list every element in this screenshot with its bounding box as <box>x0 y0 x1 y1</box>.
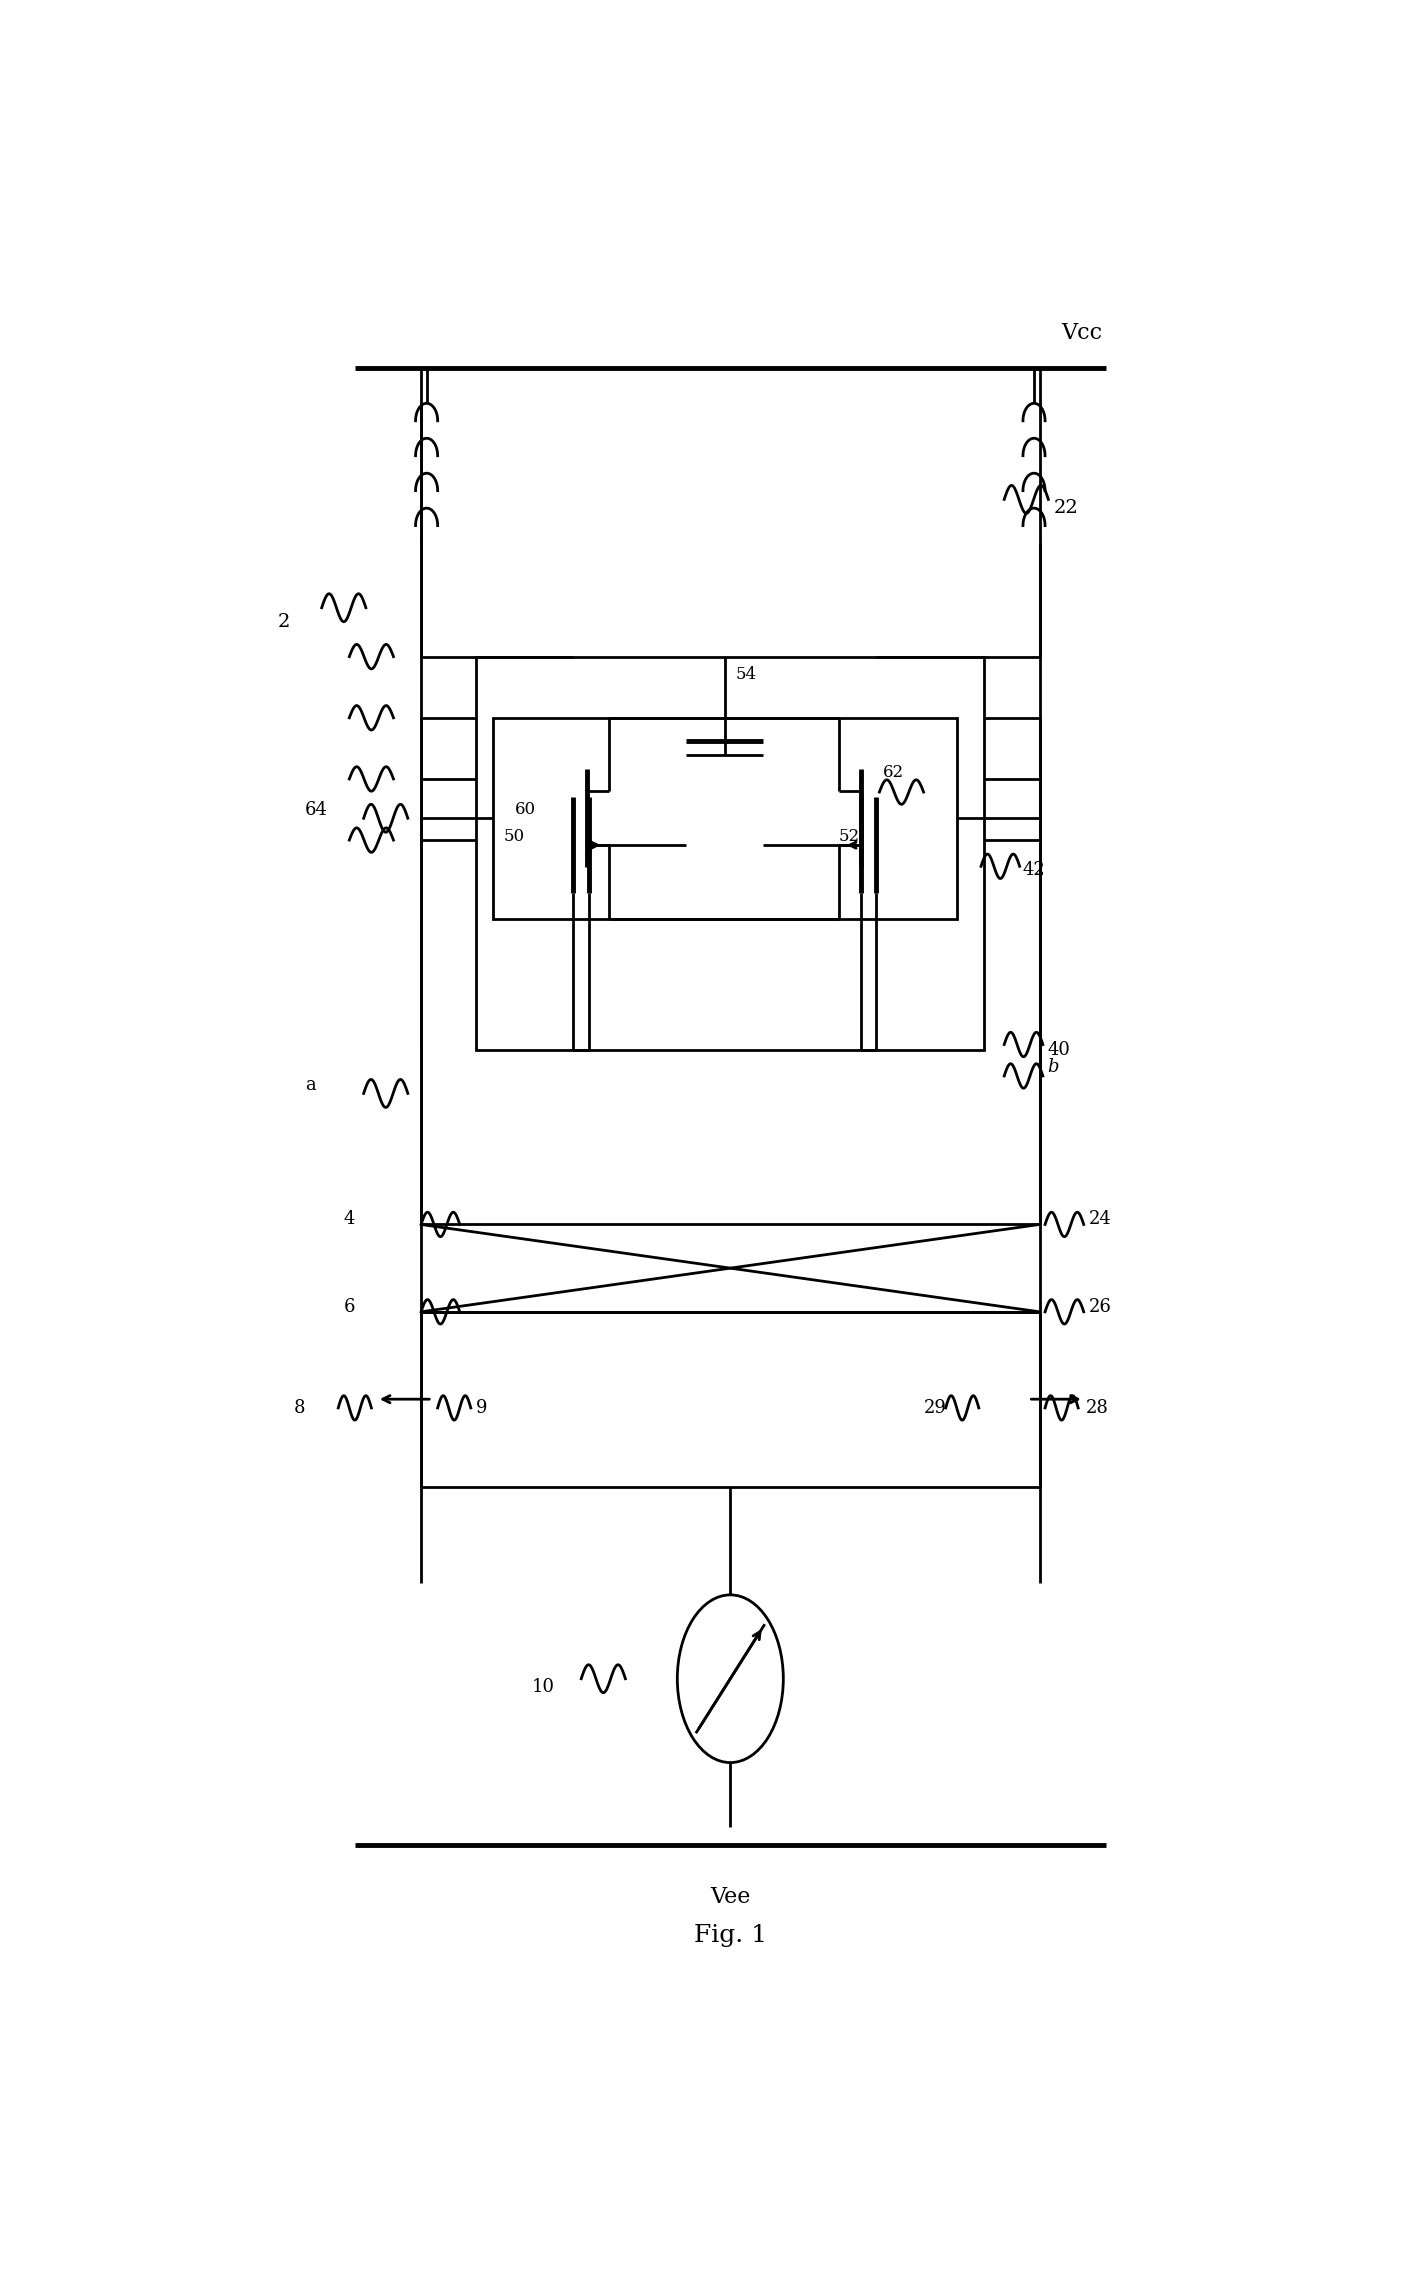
Text: 28: 28 <box>1086 1400 1109 1416</box>
Text: 42: 42 <box>1023 860 1046 878</box>
Text: 52: 52 <box>838 828 859 844</box>
Text: Vee: Vee <box>710 1886 751 1908</box>
Text: 4: 4 <box>343 1209 355 1228</box>
Text: 40: 40 <box>1047 1041 1070 1060</box>
Text: b: b <box>1047 1057 1059 1076</box>
Text: 26: 26 <box>1089 1298 1112 1316</box>
Text: 24: 24 <box>1089 1209 1112 1228</box>
Text: 6: 6 <box>343 1298 355 1316</box>
Text: 60: 60 <box>514 801 536 819</box>
Text: 2: 2 <box>278 613 289 631</box>
Text: 50: 50 <box>504 828 524 844</box>
Text: 10: 10 <box>532 1679 554 1697</box>
Text: 8: 8 <box>294 1400 305 1416</box>
Text: 54: 54 <box>735 665 757 683</box>
Text: 9: 9 <box>476 1400 487 1416</box>
Text: a: a <box>305 1076 316 1094</box>
Bar <box>493 717 956 919</box>
Text: Vcc: Vcc <box>1062 322 1103 345</box>
Text: 22: 22 <box>1054 499 1079 517</box>
Text: 62: 62 <box>882 765 903 781</box>
Text: 29: 29 <box>923 1400 946 1416</box>
Text: Fig. 1: Fig. 1 <box>694 1924 767 1947</box>
Text: 64: 64 <box>305 801 328 819</box>
Bar <box>476 656 985 1051</box>
